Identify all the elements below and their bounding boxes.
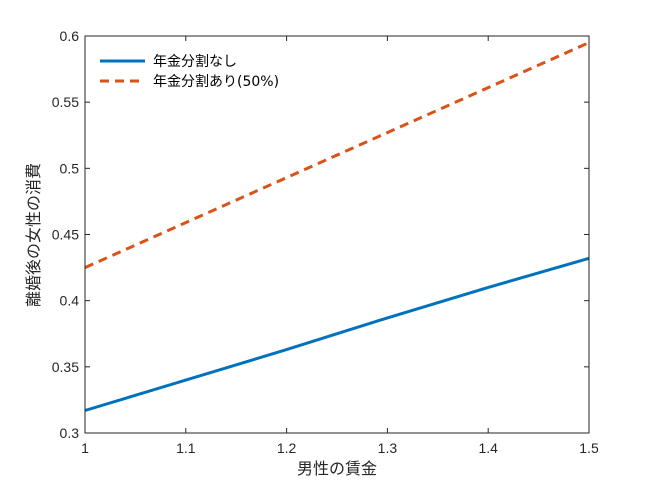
plot-area (85, 36, 589, 433)
y-axis-title: 離婚後の女性の消費 (24, 163, 43, 307)
x-tick-label: 1.2 (277, 440, 297, 456)
legend-label: 年金分割なし (153, 53, 237, 70)
y-tick-label: 0.3 (60, 425, 80, 441)
y-tick-label: 0.6 (60, 28, 80, 44)
x-tick-label: 1.1 (176, 440, 196, 456)
y-tick-label: 0.4 (60, 293, 80, 309)
x-tick-label: 1.4 (478, 440, 498, 456)
plot-frame (84, 35, 590, 434)
x-tick-label: 1.5 (579, 440, 599, 456)
series-layer (84, 41, 590, 412)
x-tick-label: 1.3 (378, 440, 398, 456)
x-axis-title: 男性の賃金 (297, 459, 377, 478)
series-line-no-pension-split (84, 256, 590, 412)
series-line-with-pension-split (84, 41, 590, 269)
y-axis-ticks: 0.3 0.35 0.4 0.45 0.5 0.55 0.6 (52, 28, 589, 441)
y-tick-label: 0.55 (52, 94, 79, 110)
y-tick-label: 0.5 (60, 160, 80, 176)
x-axis-ticks: 1 1.1 1.2 1.3 1.4 1.5 (81, 36, 599, 456)
x-tick-label: 1 (81, 440, 89, 456)
y-tick-label: 0.45 (52, 227, 79, 243)
y-tick-label: 0.35 (52, 359, 79, 375)
legend-label: 年金分割あり(50%) (153, 73, 279, 90)
